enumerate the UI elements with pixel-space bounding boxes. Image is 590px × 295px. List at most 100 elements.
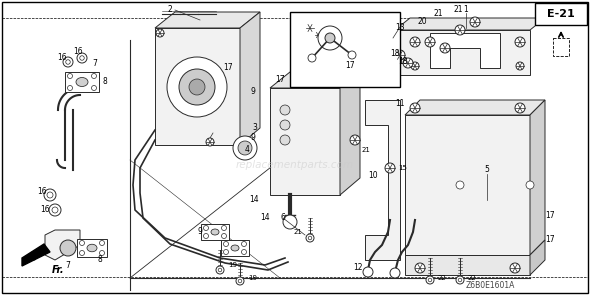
Bar	[65, 72, 99, 92]
Ellipse shape	[87, 244, 97, 252]
Circle shape	[456, 181, 464, 189]
Circle shape	[241, 242, 247, 247]
Circle shape	[415, 263, 425, 273]
Text: 19: 19	[228, 262, 237, 268]
Polygon shape	[270, 72, 360, 88]
Text: 5: 5	[484, 165, 490, 175]
Bar	[77, 239, 107, 257]
Text: 9: 9	[251, 134, 255, 142]
Circle shape	[65, 60, 70, 64]
Text: Z6B0E1601A: Z6B0E1601A	[466, 281, 514, 291]
Text: 16: 16	[40, 206, 50, 214]
Text: 19: 19	[248, 275, 257, 281]
Polygon shape	[365, 100, 400, 260]
Circle shape	[283, 215, 297, 229]
Text: 16: 16	[73, 47, 83, 55]
Circle shape	[80, 250, 84, 255]
Circle shape	[189, 79, 205, 95]
Polygon shape	[430, 33, 500, 68]
Circle shape	[410, 103, 420, 113]
Circle shape	[91, 73, 97, 78]
Polygon shape	[405, 100, 545, 115]
Circle shape	[308, 54, 316, 62]
Bar	[290, 12, 400, 87]
Text: Fr.: Fr.	[52, 265, 65, 275]
Circle shape	[60, 240, 76, 256]
Circle shape	[458, 278, 462, 282]
Circle shape	[336, 74, 344, 82]
Circle shape	[224, 242, 228, 247]
Text: 9: 9	[198, 227, 202, 237]
Text: E-21: E-21	[547, 9, 575, 19]
Text: 17: 17	[345, 60, 355, 70]
Text: 21: 21	[433, 9, 442, 19]
Text: 12: 12	[353, 263, 363, 273]
Circle shape	[100, 250, 104, 255]
Bar	[553, 38, 569, 56]
Circle shape	[204, 234, 208, 238]
Circle shape	[350, 135, 360, 145]
Bar	[201, 224, 229, 240]
Text: 8: 8	[97, 255, 103, 265]
Text: 17: 17	[275, 76, 285, 84]
Text: 6: 6	[281, 214, 286, 222]
Text: 8: 8	[103, 78, 107, 86]
Circle shape	[206, 138, 214, 146]
Circle shape	[241, 250, 247, 255]
Circle shape	[515, 37, 525, 47]
Text: 21: 21	[294, 229, 303, 235]
Polygon shape	[530, 100, 545, 255]
Ellipse shape	[76, 78, 88, 86]
Polygon shape	[395, 18, 545, 30]
Circle shape	[80, 56, 84, 60]
Circle shape	[426, 276, 434, 284]
Polygon shape	[340, 72, 360, 195]
Circle shape	[410, 37, 420, 47]
Circle shape	[63, 57, 73, 67]
Polygon shape	[45, 230, 80, 260]
Circle shape	[100, 240, 104, 245]
Text: 17: 17	[545, 211, 555, 219]
Circle shape	[308, 236, 312, 240]
Ellipse shape	[211, 229, 219, 235]
Circle shape	[236, 277, 244, 285]
Polygon shape	[395, 30, 530, 75]
Polygon shape	[155, 12, 260, 28]
Circle shape	[280, 105, 290, 115]
Text: 4: 4	[245, 145, 250, 155]
Circle shape	[455, 25, 465, 35]
Circle shape	[67, 86, 73, 91]
Circle shape	[557, 43, 565, 51]
Circle shape	[52, 207, 58, 213]
Circle shape	[390, 268, 400, 278]
Circle shape	[80, 240, 84, 245]
Text: 22: 22	[438, 275, 447, 281]
Circle shape	[510, 263, 520, 273]
Circle shape	[306, 234, 314, 242]
Circle shape	[456, 276, 464, 284]
Circle shape	[363, 267, 373, 277]
Text: 14: 14	[260, 214, 270, 222]
Text: 18: 18	[398, 58, 408, 66]
Text: 7: 7	[93, 58, 97, 68]
Circle shape	[77, 53, 87, 63]
Polygon shape	[155, 28, 240, 145]
Circle shape	[306, 24, 314, 32]
Text: 9: 9	[251, 88, 255, 96]
Circle shape	[318, 26, 342, 50]
Circle shape	[49, 204, 61, 216]
Text: 20: 20	[417, 17, 427, 27]
Text: 17: 17	[545, 235, 555, 245]
Text: 16: 16	[37, 186, 47, 196]
Circle shape	[348, 51, 356, 59]
Bar	[221, 240, 249, 256]
Text: 10: 10	[368, 171, 378, 179]
Text: 17: 17	[223, 63, 233, 73]
Polygon shape	[22, 244, 50, 266]
Text: 2: 2	[168, 6, 172, 14]
Circle shape	[91, 86, 97, 91]
Text: replacementparts.com: replacementparts.com	[236, 160, 354, 170]
Circle shape	[221, 234, 227, 238]
Polygon shape	[530, 240, 545, 275]
Text: 11: 11	[395, 99, 405, 107]
